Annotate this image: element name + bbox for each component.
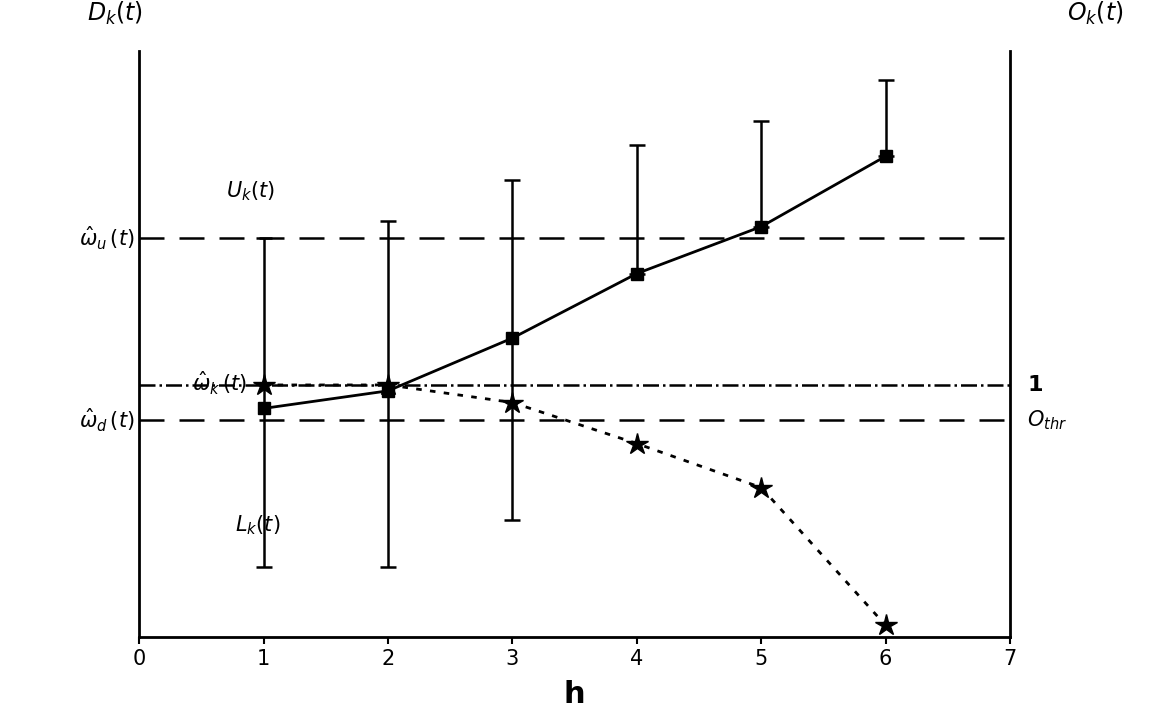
Text: $O_{thr}$: $O_{thr}$ (1027, 408, 1068, 432)
Text: $\hat{\omega}_d\,(t)$: $\hat{\omega}_d\,(t)$ (79, 407, 135, 434)
Text: $\hat{\omega}_k\,(t)$: $\hat{\omega}_k\,(t)$ (192, 369, 246, 397)
X-axis label: h: h (564, 680, 585, 709)
Text: $\mathbf{1}$: $\mathbf{1}$ (1027, 375, 1044, 395)
Text: $\hat{\omega}_u\,(t)$: $\hat{\omega}_u\,(t)$ (79, 224, 135, 252)
Text: $O_k(t)$: $O_k(t)$ (1067, 0, 1123, 28)
Text: $D_k(t)$: $D_k(t)$ (87, 0, 143, 28)
Text: $L_k(t)$: $L_k(t)$ (235, 514, 281, 537)
Text: $U_k(t)$: $U_k(t)$ (226, 180, 275, 203)
